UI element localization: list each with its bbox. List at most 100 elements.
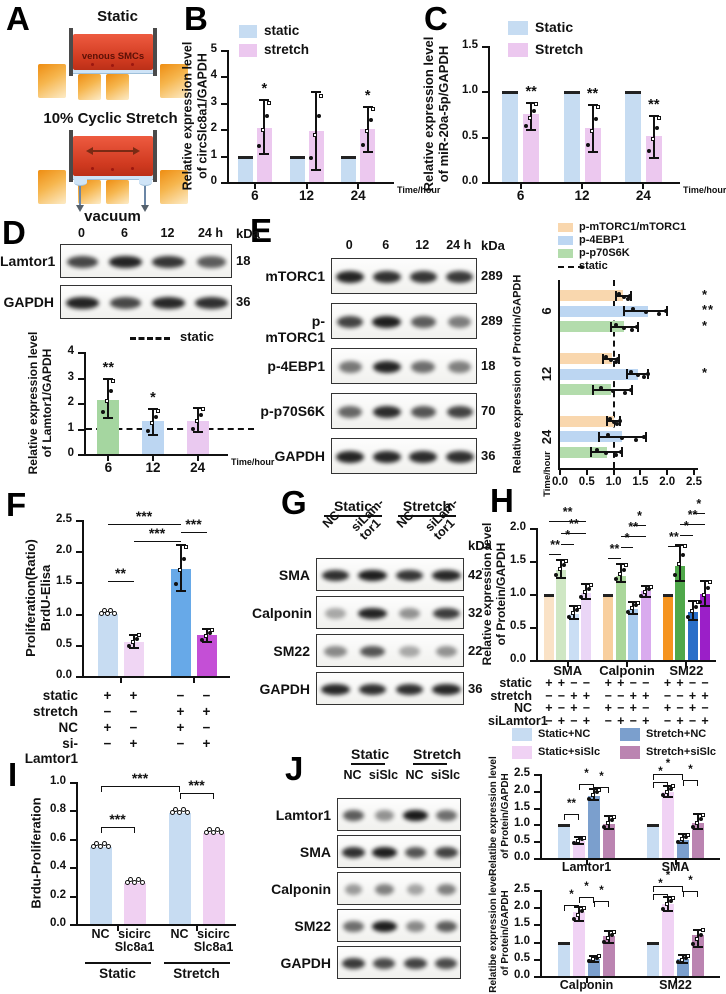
blot-band xyxy=(436,883,457,896)
data-point xyxy=(680,957,684,962)
panel-b-label: B xyxy=(184,0,209,37)
error-cap xyxy=(581,598,592,601)
bar xyxy=(628,608,639,660)
y-tick xyxy=(78,352,84,354)
x-axis xyxy=(558,468,698,470)
y-group-label: 12 xyxy=(539,366,554,382)
error-bar xyxy=(366,106,369,152)
error-cap xyxy=(362,150,373,153)
bar xyxy=(568,613,579,660)
bar xyxy=(662,792,674,858)
data-point xyxy=(699,816,703,821)
y-tick-label: 0.8 xyxy=(50,803,66,816)
condition-symbol: + xyxy=(604,676,612,690)
blot-band xyxy=(435,846,458,859)
data-point xyxy=(98,844,103,850)
data-point xyxy=(622,325,627,330)
condition-symbol: − xyxy=(176,688,185,703)
data-point xyxy=(693,604,698,609)
bar xyxy=(573,841,585,858)
blot-band xyxy=(110,297,141,309)
blot-row-label: GAPDH xyxy=(280,954,331,971)
error-cap xyxy=(192,431,203,434)
x-tick xyxy=(585,470,588,475)
vacuum-arrow-head xyxy=(141,205,149,212)
x-tick xyxy=(585,978,588,983)
blot-band xyxy=(372,920,397,933)
x-bar-label: sicirc Slc8a1 xyxy=(114,927,155,954)
y-tick xyxy=(482,91,488,94)
condition-symbol: − xyxy=(604,688,612,703)
x-tick-label: 1.5 xyxy=(632,476,649,488)
data-point xyxy=(613,577,618,582)
condition-row-label: stretch xyxy=(490,688,532,703)
condition-symbol: − xyxy=(629,676,637,690)
x-group-label: 12 xyxy=(298,188,315,203)
data-point xyxy=(646,149,651,154)
y-axis xyxy=(558,280,560,470)
y-tick-label: 0.5 xyxy=(56,637,72,650)
data-point xyxy=(689,609,694,614)
data-point xyxy=(650,136,655,141)
sig-bracket xyxy=(180,532,207,538)
error-cap xyxy=(604,828,614,831)
y-tick xyxy=(76,644,82,647)
bar xyxy=(558,824,570,858)
error-cap xyxy=(556,576,567,579)
legend-swatch xyxy=(558,236,573,245)
blot-group-header: Stretch xyxy=(413,746,461,765)
sig-bracket xyxy=(579,896,594,903)
condition-symbol: − xyxy=(202,720,211,735)
sig-bracket xyxy=(548,521,587,527)
blot-band xyxy=(336,270,365,284)
blot-band xyxy=(372,405,401,419)
y-axis xyxy=(540,890,542,978)
y-tick-label: 0.5 xyxy=(514,834,530,847)
sig-label: * xyxy=(702,286,709,302)
blot-band xyxy=(410,315,436,329)
error-cap xyxy=(597,431,600,442)
x-tick xyxy=(639,470,642,475)
legend-swatch xyxy=(620,746,640,759)
y-tick xyxy=(530,627,536,629)
data-point xyxy=(562,563,567,568)
data-point xyxy=(591,793,595,798)
panel-i-label: I xyxy=(8,756,19,793)
x-group-label: SMA xyxy=(661,860,690,874)
data-point xyxy=(671,895,675,900)
condition-symbol: − xyxy=(103,704,112,719)
x-axis xyxy=(540,976,720,978)
error-cap xyxy=(663,895,673,898)
blot-band xyxy=(399,645,420,658)
data-point xyxy=(576,912,580,917)
blot-band xyxy=(372,360,401,374)
sig-label: * xyxy=(261,81,268,98)
kda-value: 289 xyxy=(481,268,503,283)
cell-dot xyxy=(131,63,134,66)
data-point xyxy=(309,156,313,161)
data-point xyxy=(638,593,643,598)
blot-row-label: GAPDH xyxy=(274,448,325,464)
error-cap xyxy=(604,815,614,817)
sig-label: ** xyxy=(567,797,576,810)
blot-box xyxy=(337,835,461,868)
legend-label: static xyxy=(264,23,300,38)
data-point xyxy=(150,421,154,426)
data-point xyxy=(620,435,625,440)
condition-symbol: + xyxy=(688,701,697,715)
data-point xyxy=(676,959,680,964)
x-tick xyxy=(192,678,195,683)
data-point xyxy=(180,807,186,813)
panel-g-label: G xyxy=(281,484,308,521)
data-point xyxy=(629,387,634,392)
sig-label: * xyxy=(624,531,630,546)
data-point xyxy=(634,324,639,329)
bar xyxy=(556,569,567,660)
blot-band xyxy=(336,450,365,464)
membrane xyxy=(73,176,153,180)
error-bar xyxy=(591,104,594,153)
legend-dash xyxy=(558,266,584,268)
data-point xyxy=(597,954,601,959)
sig-bracket xyxy=(620,535,646,542)
blot-band xyxy=(446,270,474,284)
